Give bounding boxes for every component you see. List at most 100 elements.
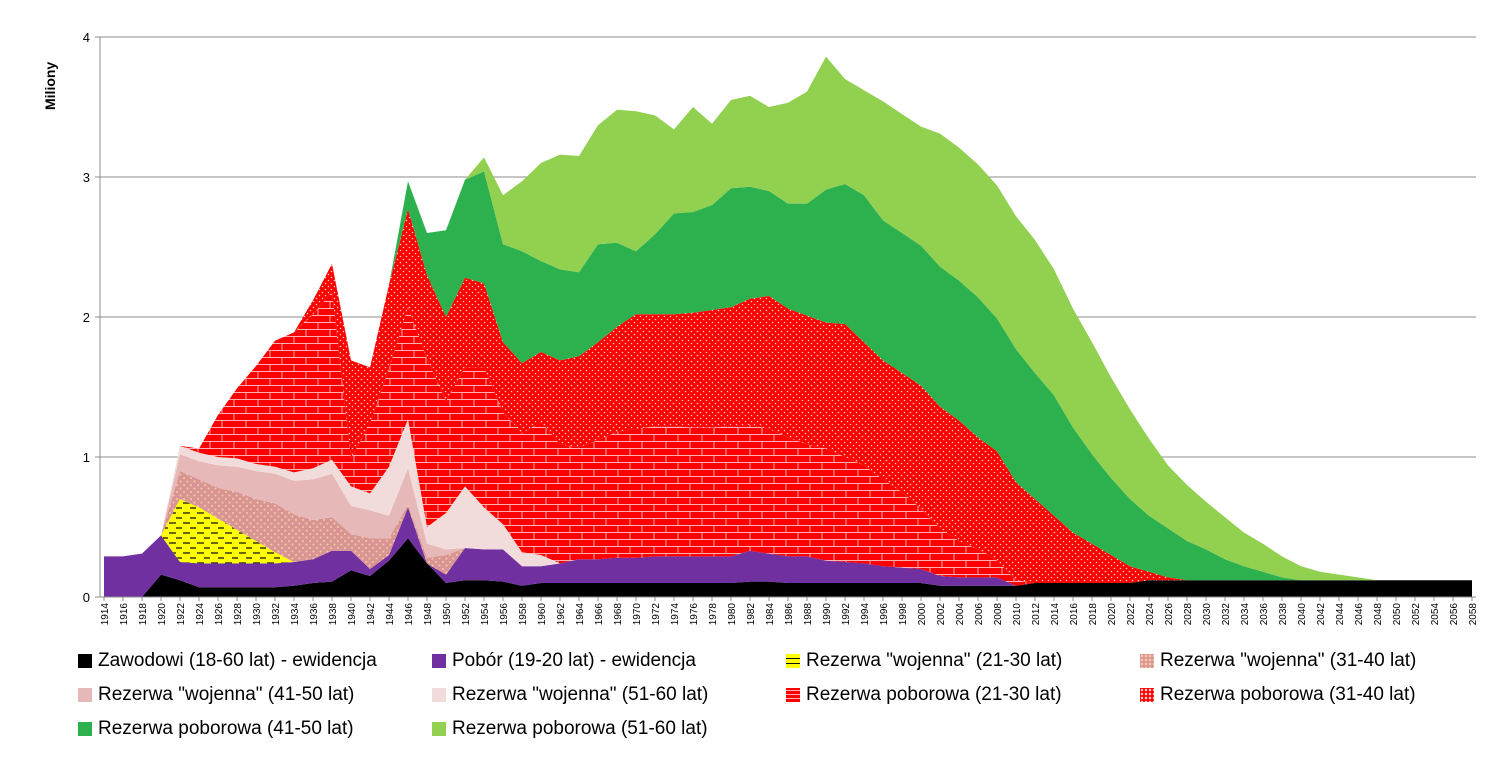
- legend-label: Rezerwa poborowa (31-40 lat): [1160, 684, 1416, 705]
- x-tick-label: 1944: [385, 603, 396, 626]
- x-tick-label: 1986: [784, 603, 795, 626]
- y-tick-label: 4: [83, 30, 90, 45]
- x-tick-label: 1918: [138, 603, 149, 626]
- legend-label: Zawodowi (18-60 lat) - ewidencja: [98, 650, 377, 671]
- x-tick-label: 1962: [556, 603, 567, 626]
- x-tick-label: 2012: [1031, 603, 1042, 626]
- series-areas: [104, 56, 1472, 597]
- x-tick-label: 2038: [1278, 603, 1289, 626]
- x-tick-label: 1982: [746, 603, 757, 626]
- x-tick-label: 2020: [1107, 603, 1118, 626]
- legend-item: Pobór (19-20 lat) - ewidencja: [432, 646, 696, 676]
- legend-label: Rezerwa poborowa (41-50 lat): [98, 718, 354, 739]
- legend-swatch: [78, 688, 92, 702]
- legend: Zawodowi (18-60 lat) - ewidencja Pobór (1…: [78, 646, 1478, 766]
- legend-label: Pobór (19-20 lat) - ewidencja: [452, 650, 696, 671]
- x-tick-label: 1966: [594, 603, 605, 626]
- x-tick-label: 1936: [309, 603, 320, 626]
- x-tick-label: 2022: [1126, 603, 1137, 626]
- x-tick-label: 1960: [537, 603, 548, 626]
- x-tick-label: 1990: [822, 603, 833, 626]
- legend-item: Rezerwa poborowa (51-60 lat): [432, 714, 708, 744]
- x-tick-label: 1940: [347, 603, 358, 626]
- x-tick-label: 1942: [366, 603, 377, 626]
- legend-swatch: [1140, 688, 1154, 702]
- legend-swatch: [1140, 654, 1154, 668]
- x-tick-label: 1978: [708, 603, 719, 626]
- legend-label: Rezerwa "wojenna" (21-30 lat): [806, 650, 1063, 671]
- x-tick-label: 1992: [841, 603, 852, 626]
- x-tick-label: 2024: [1145, 603, 1156, 626]
- x-tick-label: 1946: [404, 603, 415, 626]
- series-area-0: [104, 538, 1472, 597]
- x-tick-label: 2026: [1164, 603, 1175, 626]
- legend-label: Rezerwa poborowa (21-30 lat): [806, 684, 1062, 705]
- x-tick-label: 2016: [1069, 603, 1080, 626]
- x-tick-label: 2050: [1392, 603, 1403, 626]
- x-tick-label: 2054: [1430, 603, 1441, 626]
- x-tick-label: 2018: [1088, 603, 1099, 626]
- x-tick-label: 2004: [955, 603, 966, 626]
- stacked-area-chart: 0 1 2 3 4 1914 1916 1918 1920 1922 1924 1926 1928 193…: [83, 30, 1479, 625]
- x-tick-label: 1970: [632, 603, 643, 626]
- x-tick-label: 2058: [1468, 603, 1479, 626]
- x-tick-label: 1920: [157, 603, 168, 626]
- x-tick-label: 1928: [233, 603, 244, 626]
- x-tick-label: 1934: [290, 603, 301, 626]
- x-tick-label: 2040: [1297, 603, 1308, 626]
- legend-item: Zawodowi (18-60 lat) - ewidencja: [78, 646, 377, 676]
- x-tick-label: 2030: [1202, 603, 1213, 626]
- x-tick-label: 1952: [461, 603, 472, 626]
- x-tick-label: 2002: [936, 603, 947, 626]
- legend-swatch: [432, 654, 446, 668]
- legend-swatch: [432, 722, 446, 736]
- legend-item: Rezerwa "wojenna" (31-40 lat): [1140, 646, 1416, 676]
- x-tick-label: 1996: [879, 603, 890, 626]
- y-axis-label: Miliony: [42, 40, 72, 120]
- y-tick-label: 0: [83, 590, 90, 605]
- series-area-3: [104, 471, 1472, 586]
- y-axis-label-text: Miliony: [42, 61, 58, 110]
- legend-label: Rezerwa poborowa (51-60 lat): [452, 718, 708, 739]
- series-area-6: [104, 291, 1472, 586]
- legend-swatch: [78, 722, 92, 736]
- x-tick-label: 2034: [1240, 603, 1251, 626]
- x-tick-label: 1926: [214, 603, 225, 626]
- x-tick-label: 1976: [689, 603, 700, 626]
- series-area-7: [104, 209, 1472, 583]
- x-tick-label: 2046: [1354, 603, 1365, 626]
- legend-label: Rezerwa "wojenna" (41-50 lat): [98, 684, 355, 705]
- x-tick-label: 1956: [499, 603, 510, 626]
- x-tick-label: 1938: [328, 603, 339, 626]
- legend-swatch: [786, 688, 800, 702]
- x-tick-label: 1922: [176, 603, 187, 626]
- x-tick-label: 1914: [100, 603, 111, 626]
- x-tick-label: 1950: [442, 603, 453, 626]
- x-tick-label: 2044: [1335, 603, 1346, 626]
- x-tick-label: 1984: [765, 603, 776, 626]
- x-tick-label: 1954: [480, 603, 491, 626]
- x-tick-label: 1958: [518, 603, 529, 626]
- x-tick-label: 2052: [1411, 603, 1422, 626]
- series-area-8: [104, 171, 1472, 581]
- y-tick-label: 2: [83, 310, 90, 325]
- series-area-9: [104, 56, 1472, 581]
- x-tick-label: 2008: [993, 603, 1004, 626]
- x-tick-label: 1948: [423, 603, 434, 626]
- x-tick-label: 1930: [252, 603, 263, 626]
- x-tick-label: 2036: [1259, 603, 1270, 626]
- x-tick-label: 1924: [195, 603, 206, 626]
- x-tick-label: 2028: [1183, 603, 1194, 626]
- x-tick-label: 2048: [1373, 603, 1384, 626]
- x-tick-label: 1968: [613, 603, 624, 626]
- x-tick-label: 1932: [271, 603, 282, 626]
- y-tick-label: 3: [83, 170, 90, 185]
- x-tick-label: 1994: [860, 603, 871, 626]
- x-tick-label: 1972: [651, 603, 662, 626]
- x-tick-label: 1998: [898, 603, 909, 626]
- legend-item: Rezerwa poborowa (41-50 lat): [78, 714, 354, 744]
- axes: 0 1 2 3 4 1914 1916 1918 1920 1922 1924 1926 1928 193…: [83, 30, 1479, 625]
- legend-label: Rezerwa "wojenna" (51-60 lat): [452, 684, 709, 705]
- x-tick-label: 1964: [575, 603, 586, 626]
- legend-swatch: [786, 654, 800, 668]
